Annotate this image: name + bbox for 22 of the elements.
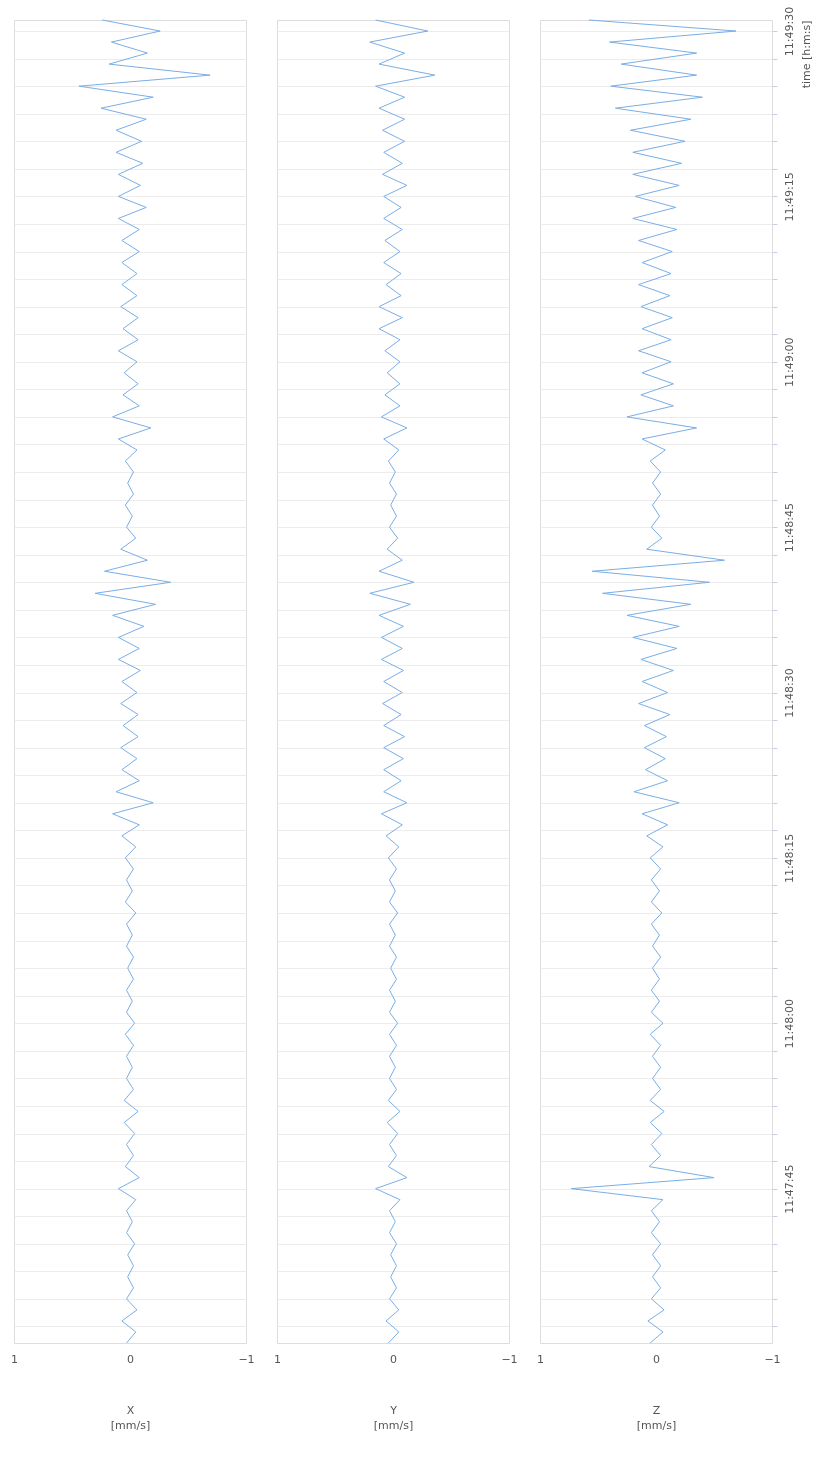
x-tick-label: −1 bbox=[764, 1352, 781, 1366]
y-tick-label: 11:47:45 bbox=[782, 1164, 796, 1214]
x-tick-label: 1 bbox=[537, 1352, 544, 1366]
y-tick-label: 11:48:45 bbox=[782, 502, 796, 553]
y-tick-label: 11:48:30 bbox=[782, 668, 796, 718]
x-tick-label: 1 bbox=[274, 1352, 281, 1366]
y-tick-label: 11:48:00 bbox=[782, 999, 796, 1049]
x-axis-title: X [mm/s] bbox=[110, 1403, 151, 1432]
x-tick-label: 0 bbox=[127, 1352, 134, 1366]
y-tick-label: 11:49:00 bbox=[782, 337, 796, 387]
x-tick-label: 0 bbox=[653, 1352, 660, 1366]
x-tick-label: −1 bbox=[238, 1352, 255, 1366]
y-tick-label: 11:49:30 bbox=[782, 6, 796, 57]
y-tick-label: 11:49:15 bbox=[782, 172, 796, 222]
line-series bbox=[570, 19, 737, 1344]
x-tick-label: −1 bbox=[501, 1352, 518, 1366]
y-tick-label: 11:48:15 bbox=[782, 833, 796, 884]
x-axis-title: Z [mm/s] bbox=[636, 1403, 677, 1432]
x-axis-title: Y [mm/s] bbox=[373, 1403, 414, 1432]
x-tick-label: 1 bbox=[11, 1352, 18, 1366]
y-axis-title: time [h:m:s] bbox=[799, 20, 813, 89]
x-tick-label: 0 bbox=[390, 1352, 397, 1366]
